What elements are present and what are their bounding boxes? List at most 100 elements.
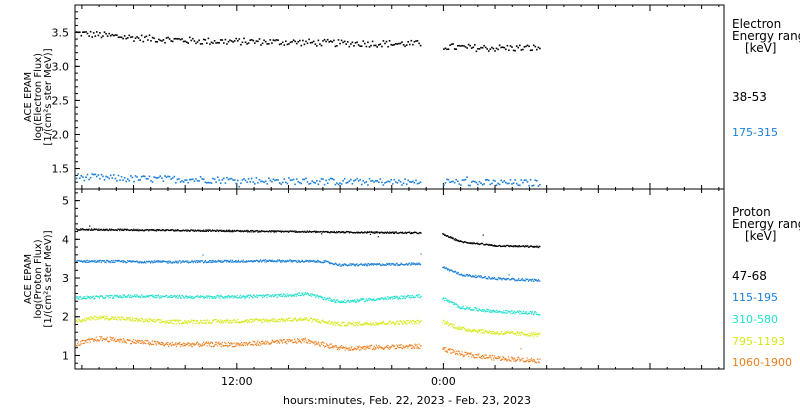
data-point [480,46,482,49]
data-point [178,320,180,322]
data-point [342,301,344,304]
data-point [201,260,203,262]
data-point [350,349,352,351]
data-point [289,320,291,322]
data-point [410,347,413,349]
data-point [273,318,275,320]
data-point [292,178,295,181]
data-point [133,228,135,230]
data-point [119,36,121,38]
data-point [323,260,325,262]
data-point [524,280,526,282]
data-point [364,323,366,325]
data-point [190,296,193,298]
data-point [478,353,480,355]
data-point [199,296,201,299]
data-point [503,46,506,49]
data-point [491,311,493,313]
data-point [141,294,143,296]
data-point [363,345,365,348]
data-point [353,45,355,47]
data-point [538,280,540,282]
data-point [245,230,247,233]
data-point [100,36,103,39]
data-point [460,273,463,275]
data-point [398,322,400,324]
data-point [196,180,199,182]
data-point [448,268,450,271]
data-point [474,354,476,356]
data-point [497,48,499,51]
data-point [168,319,170,321]
data-point [376,231,378,233]
data-point [125,317,128,319]
data-point [203,262,205,264]
data-point [475,50,478,53]
data-point [275,320,278,323]
data-point [113,297,115,299]
data-point [151,294,153,296]
data-point [142,319,144,321]
data-point [163,229,165,231]
electron-ylabel-line-3: [1/(cm²s ster MeV)] [43,48,54,145]
data-point [326,230,328,233]
data-point [310,317,312,319]
data-point [218,341,220,343]
data-point [226,295,228,297]
data-point [521,278,523,280]
data-point [175,261,177,263]
data-point [376,180,378,182]
data-point [388,297,390,299]
data-point [345,263,347,265]
data-point [388,298,390,300]
data-point [412,347,414,349]
data-point [526,357,528,359]
data-point [393,178,396,181]
data-point [530,311,532,313]
data-point [481,184,484,186]
data-point [98,261,100,263]
data-point [215,42,217,44]
data-point [357,324,359,326]
data-point [265,320,267,322]
data-point [535,311,537,313]
data-point [120,36,123,39]
data-point [508,49,510,51]
data-point [83,261,85,263]
data-point [216,229,218,231]
data-point [358,345,360,347]
data-point [263,259,265,262]
data-point [117,260,119,262]
data-point [389,347,391,349]
data-point [315,230,317,232]
data-point [530,357,532,359]
data-point [118,340,120,342]
data-point [283,318,285,320]
data-point [516,245,519,247]
data-point [272,340,274,342]
data-point [201,345,203,347]
data-point [218,230,220,233]
data-point [474,44,476,46]
data-point [238,185,241,188]
data-point [145,295,147,298]
data-point [122,37,124,40]
data-point [239,294,241,296]
data-point [147,229,149,231]
data-point [140,261,142,263]
data-point [498,277,500,279]
data-point [503,333,505,335]
data-point [260,319,262,321]
data-point [158,343,160,345]
data-point [402,182,405,184]
data-point [292,294,294,296]
data-point [275,39,278,41]
data-point [301,259,303,261]
data-point [292,295,294,297]
data-point [139,296,141,298]
data-point [221,230,223,232]
data-point [493,333,495,335]
data-point [522,181,524,184]
data-point [361,346,363,348]
data-point [367,324,369,326]
